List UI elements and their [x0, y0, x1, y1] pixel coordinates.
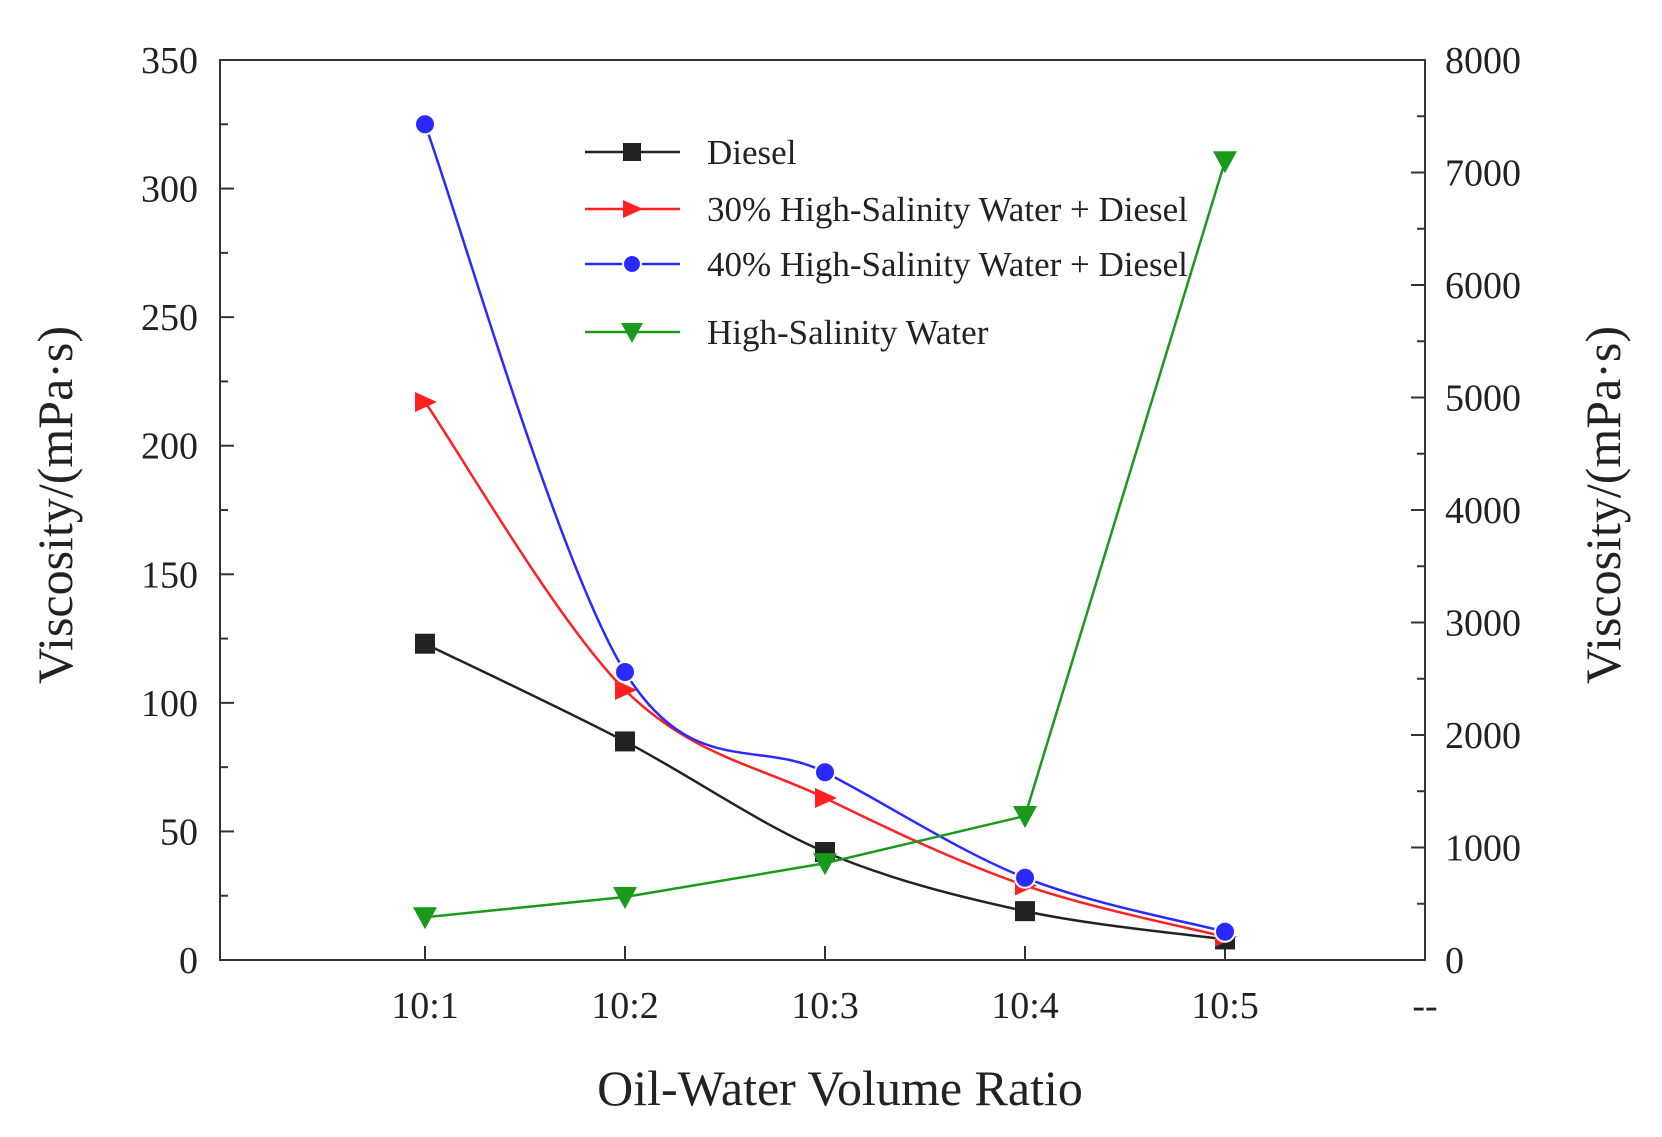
left-tick-label: 50: [160, 811, 198, 853]
right-tick-label: 5000: [1445, 378, 1521, 420]
series-line: [424, 642, 1226, 941]
series-40-high-salinity-water-diesel: [414, 113, 1236, 943]
series-line: [423, 123, 1226, 933]
data-point: [1014, 866, 1036, 889]
left-tick-label: 300: [141, 169, 198, 211]
data-point: [415, 392, 437, 412]
data-point: [413, 907, 437, 930]
x-tick-label: 10:5: [1191, 985, 1259, 1027]
legend-marker: [621, 323, 643, 343]
x-tick-label-extra: --: [1412, 985, 1437, 1027]
legend-marker: [623, 143, 641, 161]
legend: Diesel 30% High-Salinity Water + Diesel 40…: [585, 133, 1188, 352]
right-y-axis: 0 1000 2000 3000 4000 5000 6000 7000 8000: [1411, 40, 1521, 982]
data-point: [615, 680, 637, 700]
x-axis-title: Oil-Water Volume Ratio: [597, 1060, 1083, 1116]
data-point: [1013, 806, 1037, 828]
right-tick-label: 0: [1445, 940, 1464, 982]
data-point: [1015, 901, 1035, 922]
data-point: [813, 853, 837, 876]
left-tick-label: 200: [141, 426, 198, 468]
data-point: [815, 788, 837, 808]
left-tick-label: 150: [141, 554, 198, 596]
legend-label: High-Salinity Water: [707, 313, 989, 352]
legend-label: Diesel: [707, 133, 797, 172]
data-point: [1213, 151, 1237, 174]
right-tick-label: 3000: [1445, 603, 1521, 645]
left-tick-label: 0: [179, 940, 198, 982]
x-tick-label: 10:4: [991, 985, 1059, 1027]
data-point: [615, 731, 635, 752]
right-tick-label: 2000: [1445, 715, 1521, 757]
x-tick-label: 10:3: [791, 985, 859, 1027]
legend-marker: [623, 200, 643, 218]
x-tick-label: 10:1: [391, 985, 459, 1027]
right-tick-label: 1000: [1445, 828, 1521, 870]
legend-label: 40% High-Salinity Water + Diesel: [707, 245, 1188, 284]
data-point: [415, 633, 435, 654]
series-high-salinity-water: [413, 151, 1237, 930]
data-point: [414, 113, 436, 136]
series-line: [423, 401, 1226, 939]
left-y-axis-title: Viscosity/(mPa·s): [27, 326, 83, 684]
data-point: [614, 661, 636, 683]
left-tick-label: 100: [141, 683, 198, 725]
series-layer: [413, 113, 1237, 950]
left-tick-label: 250: [141, 297, 198, 339]
right-tick-label: 4000: [1445, 490, 1521, 532]
series-diesel: [415, 633, 1235, 950]
right-tick-label: 7000: [1445, 153, 1521, 195]
x-axis: 10:1 10:2 10:3 10:4 10:5 --: [391, 946, 1438, 1027]
right-y-axis-title: Viscosity/(mPa·s): [1575, 326, 1631, 684]
data-point: [1214, 920, 1236, 943]
legend-marker: [622, 254, 642, 274]
x-tick-label: 10:2: [591, 985, 659, 1027]
right-tick-label: 6000: [1445, 265, 1521, 307]
right-tick-label: 8000: [1445, 40, 1521, 82]
data-point: [814, 761, 836, 784]
data-point: [613, 887, 637, 909]
legend-label: 30% High-Salinity Water + Diesel: [707, 190, 1188, 229]
left-tick-label: 350: [141, 40, 198, 82]
left-y-axis: 0 50 100 150 200 250 300 350: [141, 40, 234, 982]
